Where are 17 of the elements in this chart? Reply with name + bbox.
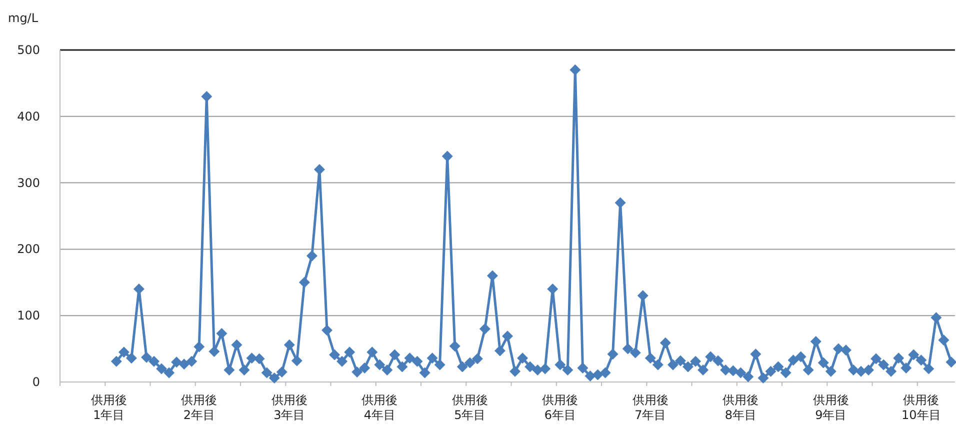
x-tick-label: 供用後 8年目: [722, 393, 759, 422]
y-tick-label: 0: [32, 375, 40, 389]
y-tick-label: 400: [17, 109, 40, 124]
y-tick-label: 300: [17, 176, 40, 190]
y-tick-label: 100: [17, 308, 40, 323]
y-tick-label: 500: [17, 43, 40, 57]
y-tick-label: 200: [17, 242, 40, 256]
x-tick-label: 供用後 6年目: [542, 393, 578, 422]
x-tick-label: 供用後 10年目: [902, 393, 941, 422]
x-tick-label: 供用後 2年目: [181, 393, 218, 422]
x-tick-label: 供用後 9年目: [812, 393, 849, 422]
x-tick-label: 供用後 1年目: [90, 393, 127, 422]
x-tick-label: 供用後 4年目: [362, 393, 398, 422]
y-axis-title: mg/L: [8, 11, 38, 25]
x-tick-label: 供用後 7年目: [632, 393, 668, 422]
x-tick-label: 供用後 5年目: [452, 393, 488, 422]
x-tick-label: 供用後 3年目: [271, 393, 308, 422]
